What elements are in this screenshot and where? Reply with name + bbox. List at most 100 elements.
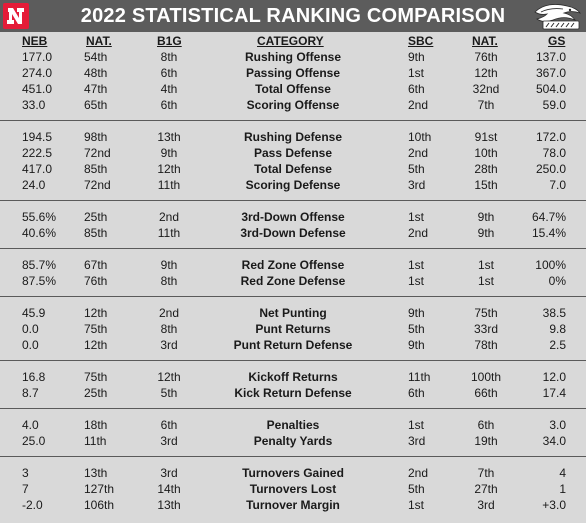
group-separator <box>0 456 586 457</box>
stat-neb: 194.5 <box>22 130 53 144</box>
stat-nat: 48th <box>84 66 108 80</box>
stat-b1g: 11th <box>157 226 181 240</box>
category-label: Turnovers Lost <box>249 482 337 496</box>
stat-gs: 59.0 <box>542 98 566 112</box>
stat-gs: 0% <box>548 274 566 288</box>
stat-neb: 87.5% <box>22 274 57 288</box>
stat-neb: 55.6% <box>22 210 57 224</box>
header-neb: NEB <box>22 34 48 48</box>
category-label: 3rd-Down Offense <box>241 210 345 224</box>
stat-gs: 250.0 <box>535 162 566 176</box>
stat-b1g: 12th <box>157 370 181 384</box>
stat-nat2: 15th <box>474 178 498 192</box>
stat-gs: 100% <box>535 258 566 272</box>
category-label: Turnover Margin <box>246 498 340 512</box>
stat-nat: 12th <box>84 306 108 320</box>
stat-sbc: 9th <box>408 50 425 64</box>
stat-b1g: 9th <box>160 258 178 272</box>
stat-sbc: 10th <box>408 130 432 144</box>
category-label: Total Offense <box>255 82 331 96</box>
stat-nat: 12th <box>84 338 108 352</box>
category-label: Scoring Defense <box>245 178 341 192</box>
stat-b1g: 8th <box>160 322 178 336</box>
stat-b1g: 5th <box>160 386 178 400</box>
stat-sbc: 6th <box>408 386 425 400</box>
category-label: Pass Defense <box>253 146 333 160</box>
stat-b1g: 2nd <box>158 306 180 320</box>
stat-nat2: 19th <box>474 434 498 448</box>
stat-sbc: 2nd <box>408 98 429 112</box>
stat-nat: 13th <box>84 466 108 480</box>
category-label: Scoring Offense <box>246 98 340 112</box>
stat-sbc: 1st <box>408 66 425 80</box>
stat-b1g: 8th <box>160 50 178 64</box>
stat-neb: 25.0 <box>22 434 46 448</box>
stat-b1g: 6th <box>160 98 178 112</box>
category-label: 3rd-Down Defense <box>240 226 346 240</box>
category-label: Net Punting <box>259 306 327 320</box>
group-separator <box>0 296 586 297</box>
category-label: Punt Return Defense <box>233 338 353 352</box>
stat-nat2: 1st <box>477 274 494 288</box>
stat-sbc: 1st <box>408 418 425 432</box>
stat-neb: 451.0 <box>22 82 53 96</box>
stat-gs: 15.4% <box>531 226 566 240</box>
group-separator <box>0 248 586 249</box>
category-label: Kickoff Returns <box>248 370 338 384</box>
page-title: 2022 STATISTICAL RANKING COMPARISON <box>80 5 506 27</box>
stat-nat: 11th <box>84 434 107 448</box>
stat-sbc: 9th <box>408 338 425 352</box>
category-label: Rushing Defense <box>243 130 342 144</box>
stat-gs: 4 <box>559 466 566 480</box>
stat-nat2: 100th <box>470 370 502 384</box>
stat-nat2: 33rd <box>473 322 499 336</box>
stat-gs: 1 <box>559 482 566 496</box>
stat-gs: 9.8 <box>549 322 566 336</box>
stat-b1g: 11th <box>157 178 181 192</box>
stat-gs: 38.5 <box>542 306 566 320</box>
stat-nat: 98th <box>84 130 108 144</box>
category-label: Red Zone Offense <box>241 258 345 272</box>
stat-gs: 34.0 <box>542 434 566 448</box>
group-separator <box>0 360 586 361</box>
stat-nat2: 6th <box>477 418 495 432</box>
stat-nat2: 7th <box>477 98 495 112</box>
stat-nat: 72nd <box>84 178 111 192</box>
stat-b1g: 3rd <box>160 434 178 448</box>
stat-neb: 222.5 <box>22 146 53 160</box>
stat-sbc: 9th <box>408 306 425 320</box>
category-label: Punt Returns <box>255 322 331 336</box>
stat-nat: 72nd <box>84 146 111 160</box>
header-b1g: B1G <box>157 34 182 48</box>
stat-nat: 67th <box>84 258 108 272</box>
stat-b1g: 6th <box>160 418 178 432</box>
stat-gs: 172.0 <box>535 130 566 144</box>
stat-neb: 417.0 <box>22 162 53 176</box>
stat-nat: 85th <box>84 162 108 176</box>
stat-nat2: 78th <box>474 338 498 352</box>
stat-sbc: 1st <box>408 258 425 272</box>
stat-b1g: 12th <box>157 162 181 176</box>
stat-sbc: 1st <box>408 210 425 224</box>
header-nat-gs: NAT. <box>472 34 498 48</box>
stat-sbc: 1st <box>408 274 425 288</box>
stat-neb: 33.0 <box>22 98 46 112</box>
stat-nat: 25th <box>84 210 108 224</box>
stat-neb: 177.0 <box>22 50 53 64</box>
stat-neb: -2.0 <box>22 498 43 512</box>
group-separator <box>0 120 586 121</box>
category-label: Kick Return Defense <box>234 386 352 400</box>
stat-b1g: 4th <box>160 82 178 96</box>
group-separator <box>0 408 586 409</box>
stat-nat2: 9th <box>477 226 495 240</box>
category-label: Red Zone Defense <box>240 274 346 288</box>
stat-nat: 106th <box>84 498 115 512</box>
category-label: Total Defense <box>254 162 332 176</box>
category-label: Penalties <box>266 418 320 432</box>
stat-sbc: 11th <box>408 370 431 384</box>
stat-sbc: 3rd <box>408 434 426 448</box>
stat-sbc: 2nd <box>408 146 429 160</box>
stat-neb: 16.8 <box>22 370 46 384</box>
stat-b1g: 9th <box>160 146 178 160</box>
stat-nat2: 12th <box>474 66 498 80</box>
